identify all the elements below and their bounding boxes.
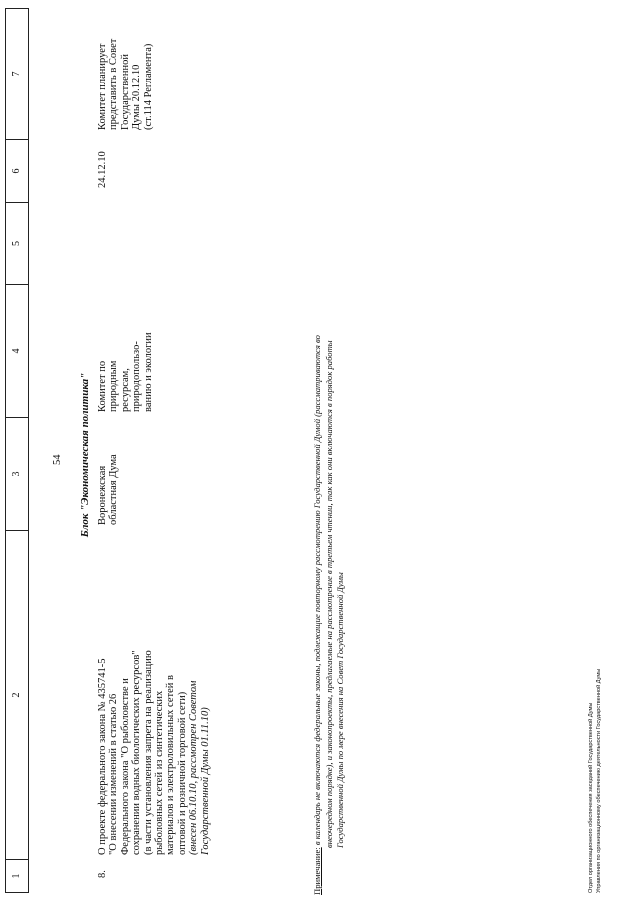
note-label: Примечание:	[312, 847, 322, 895]
column-number: 5	[6, 202, 28, 284]
note-line: в календарь не включаются федеральные за…	[312, 335, 322, 848]
remark: Комитет планирует представить в Совет Го…	[97, 5, 154, 130]
bill-line: материалов и электроловильных сетей в	[165, 675, 177, 855]
bill-line: сохранении водных биологических ресурсов…	[131, 650, 143, 855]
column-number: 4	[6, 284, 28, 417]
bill-status-line: (внесен 06.10.10, рассмотрен Советом	[188, 680, 200, 855]
table-header-row: 1 2 3 4 5 6 7	[5, 8, 29, 893]
bill-line: О проекте федерального закона № 435741-5	[97, 658, 108, 855]
remark-line: Государственной	[119, 54, 131, 130]
initiator: Воронежская областная Дума	[97, 420, 120, 525]
note-line: Государственной Думы по мере внесения на…	[335, 572, 345, 848]
bill-line: оптовой и розничной торговой сети)	[176, 691, 188, 855]
page-number: 54	[52, 454, 63, 466]
bill-line: Федерального закона "О рыболовстве и	[119, 678, 131, 855]
committee-line: природным	[108, 360, 120, 412]
date: 24.12.10	[97, 151, 108, 188]
remark-line: представить в Совет	[108, 38, 120, 130]
column-number: 6	[6, 139, 28, 202]
bill-line: рыболовных сетей из синтетических	[154, 690, 166, 855]
committee-line: природопользо-	[131, 341, 143, 412]
committee-line: Комитет по	[97, 360, 108, 412]
responsible-committee: Комитет по природным ресурсам, природопо…	[97, 287, 154, 412]
initiator-line: областная Дума	[108, 454, 120, 525]
bill-status-line: Государственной Думы 01.11.10)	[199, 707, 211, 855]
column-number: 7	[11, 71, 22, 77]
committee-line: ресурсам,	[119, 368, 131, 412]
remark-line: Комитет планирует	[97, 43, 108, 131]
footer-line: Управления по организационному обеспечен…	[595, 668, 602, 893]
bill-line: "О внесении изменений в статью 26	[108, 693, 120, 855]
footer: Отдел организационного обеспечения засед…	[588, 669, 603, 893]
row-number: 8.	[97, 870, 108, 878]
footer-line: Отдел организационного обеспечения засед…	[588, 702, 594, 893]
column-number: 3	[6, 417, 28, 530]
column-number: 1	[6, 859, 28, 892]
column-number: 2	[6, 530, 28, 859]
committee-line: ванию и экологии	[142, 332, 154, 412]
bill-line: (в части установления запрета на реализа…	[142, 650, 154, 855]
initiator-line: Воронежская	[97, 465, 108, 525]
note: Примечание: в календарь не включаются фе…	[312, 335, 347, 895]
bill-title: О проекте федерального закона № 435741-5…	[97, 535, 211, 855]
remark-line: (ст.114 Регламента)	[142, 43, 154, 130]
remark-line: Думы 20.12.10	[131, 64, 143, 130]
block-title: Блок "Экономическая политика"	[79, 372, 91, 538]
note-line: внеочередном порядке), и законопроекты, …	[323, 340, 334, 848]
